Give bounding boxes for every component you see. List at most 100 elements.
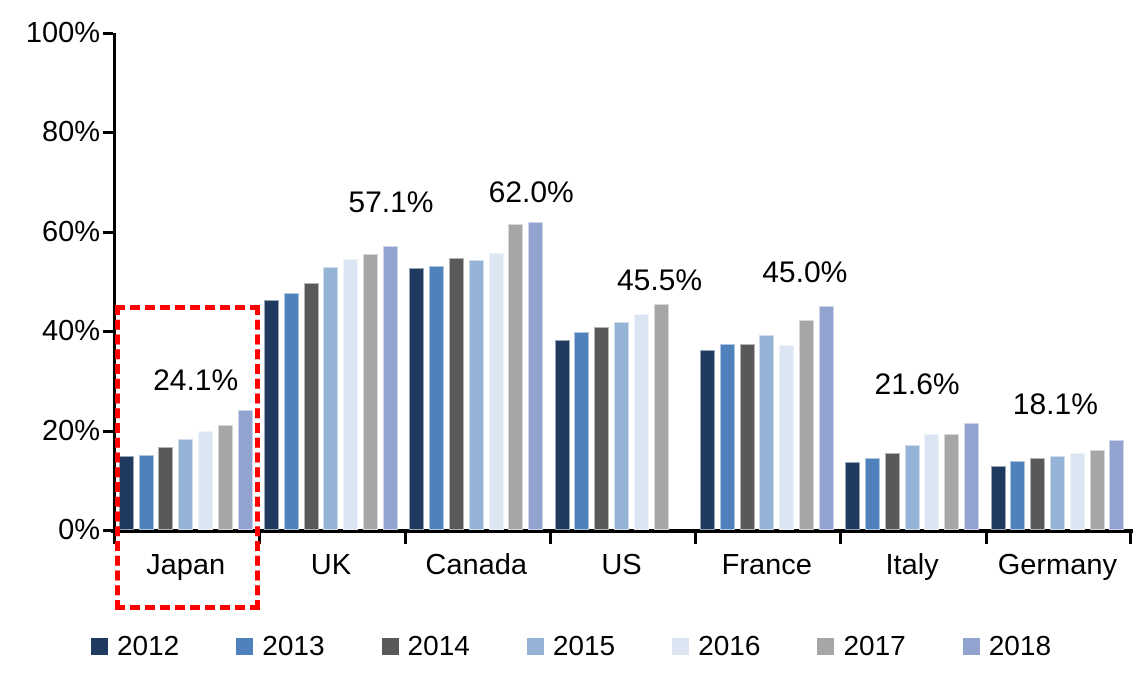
legend-label-2013: 2013 bbox=[262, 630, 325, 661]
bar-japan-2016 bbox=[198, 430, 213, 530]
category-label-us: US bbox=[601, 549, 642, 581]
data-label-japan: 24.1% bbox=[153, 364, 239, 397]
category-label-uk: UK bbox=[310, 549, 352, 581]
y-tick-label: 0% bbox=[58, 514, 100, 546]
bar-france-2018 bbox=[818, 306, 834, 530]
legend-label-2016: 2016 bbox=[698, 630, 761, 661]
legend-item-2014: 2014 bbox=[381, 630, 470, 661]
x-axis-tick bbox=[839, 530, 843, 544]
bar-uk-2015 bbox=[323, 266, 339, 530]
bar-germany-2013 bbox=[1010, 460, 1026, 530]
bar-italy-2018 bbox=[964, 422, 980, 530]
bar-france-2014 bbox=[739, 343, 755, 530]
legend-label-2015: 2015 bbox=[552, 630, 616, 661]
bar-italy-2014 bbox=[884, 452, 900, 530]
category-label-germany: Germany bbox=[997, 549, 1117, 581]
bar-japan-2015 bbox=[178, 439, 194, 530]
bar-germany-2012 bbox=[990, 466, 1006, 530]
bar-uk-2013 bbox=[283, 293, 299, 530]
bar-canada-2016 bbox=[488, 252, 504, 530]
y-tick-label: 20% bbox=[41, 414, 100, 447]
bar-italy-2016 bbox=[924, 434, 940, 530]
legend-label-2014: 2014 bbox=[407, 630, 470, 661]
category-label-france: France bbox=[721, 549, 812, 581]
category-label-canada: Canada bbox=[425, 549, 527, 581]
bar-france-2016 bbox=[779, 344, 795, 530]
legend-item-2012: 2012 bbox=[90, 630, 180, 661]
bar-us-2014 bbox=[594, 327, 610, 530]
bar-japan-2013 bbox=[138, 455, 154, 530]
bar-us-2015 bbox=[614, 322, 630, 530]
bar-canada-2012 bbox=[409, 268, 425, 530]
legend-swatch-2015 bbox=[526, 637, 544, 655]
legend-item-2018: 2018 bbox=[962, 630, 1052, 661]
data-label-france: 45.0% bbox=[762, 256, 848, 289]
legend-label-2012: 2012 bbox=[116, 630, 180, 661]
legend-swatch-2013 bbox=[236, 637, 254, 655]
bar-italy-2013 bbox=[865, 458, 881, 530]
bar-canada-2018 bbox=[528, 221, 544, 530]
x-axis-line bbox=[111, 529, 1133, 533]
bar-uk-2017 bbox=[363, 254, 379, 530]
y-tick-label: 40% bbox=[41, 315, 100, 348]
bar-us-2017 bbox=[653, 303, 669, 530]
bar-uk-2018 bbox=[382, 246, 398, 530]
bar-italy-2017 bbox=[944, 433, 960, 530]
category-label-italy: Italy bbox=[885, 549, 939, 581]
y-tick-label: 80% bbox=[41, 116, 100, 149]
y-axis-tick bbox=[103, 131, 113, 135]
y-axis-tick bbox=[103, 230, 113, 234]
data-label-us: 45.5% bbox=[616, 264, 703, 297]
bar-france-2012 bbox=[699, 349, 715, 530]
legend-item-2017: 2017 bbox=[817, 630, 906, 661]
legend-item-2013: 2013 bbox=[236, 630, 325, 661]
bar-uk-2014 bbox=[303, 283, 319, 530]
bar-us-2012 bbox=[554, 340, 570, 530]
legend-swatch-2017 bbox=[817, 637, 835, 655]
y-axis-tick bbox=[103, 330, 113, 334]
bar-uk-2012 bbox=[264, 300, 280, 530]
bar-japan-2017 bbox=[217, 424, 233, 530]
bar-germany-2014 bbox=[1030, 458, 1046, 530]
legend-swatch-2018 bbox=[962, 637, 980, 655]
bar-japan-2018 bbox=[237, 410, 253, 530]
legend-item-2015: 2015 bbox=[526, 630, 616, 661]
y-tick-label: 100% bbox=[25, 17, 100, 49]
legend-swatch-2016 bbox=[672, 637, 690, 655]
legend-label-2018: 2018 bbox=[988, 630, 1052, 661]
x-axis-tick bbox=[984, 530, 988, 544]
legend-swatch-2014 bbox=[381, 637, 399, 655]
category-label-japan: Japan bbox=[146, 549, 226, 581]
bar-germany-2018 bbox=[1109, 440, 1125, 530]
bar-us-2016 bbox=[633, 314, 649, 530]
x-axis-tick bbox=[1129, 530, 1132, 544]
bar-france-2017 bbox=[798, 319, 814, 530]
chart-legend: 2012 2013 2014 2015 2016 2017 2018 bbox=[0, 632, 1142, 660]
bar-italy-2015 bbox=[904, 444, 920, 530]
x-axis-tick bbox=[694, 530, 698, 544]
data-label-canada: 62.0% bbox=[488, 176, 574, 209]
data-label-germany: 18.1% bbox=[1012, 388, 1098, 421]
bar-italy-2012 bbox=[845, 462, 861, 530]
data-label-italy: 21.6% bbox=[874, 368, 960, 401]
y-axis-tick bbox=[103, 529, 113, 532]
y-axis-tick bbox=[103, 429, 113, 433]
bar-germany-2015 bbox=[1049, 456, 1065, 530]
bar-germany-2017 bbox=[1089, 450, 1105, 530]
legend-label-2017: 2017 bbox=[843, 630, 906, 661]
x-axis-tick bbox=[548, 530, 552, 544]
bar-germany-2016 bbox=[1069, 452, 1085, 530]
bar-uk-2016 bbox=[343, 258, 359, 530]
bar-canada-2014 bbox=[448, 258, 464, 530]
highlight-box-japan bbox=[115, 305, 260, 610]
x-axis-tick bbox=[113, 530, 116, 544]
y-axis-line bbox=[113, 33, 116, 533]
y-tick-label: 60% bbox=[41, 215, 100, 248]
bar-canada-2013 bbox=[429, 265, 445, 530]
bar-france-2015 bbox=[759, 335, 775, 530]
x-axis-tick bbox=[403, 530, 407, 544]
bar-japan-2014 bbox=[158, 447, 174, 530]
legend-item-2016: 2016 bbox=[672, 632, 760, 660]
data-label-uk: 57.1% bbox=[348, 186, 434, 219]
